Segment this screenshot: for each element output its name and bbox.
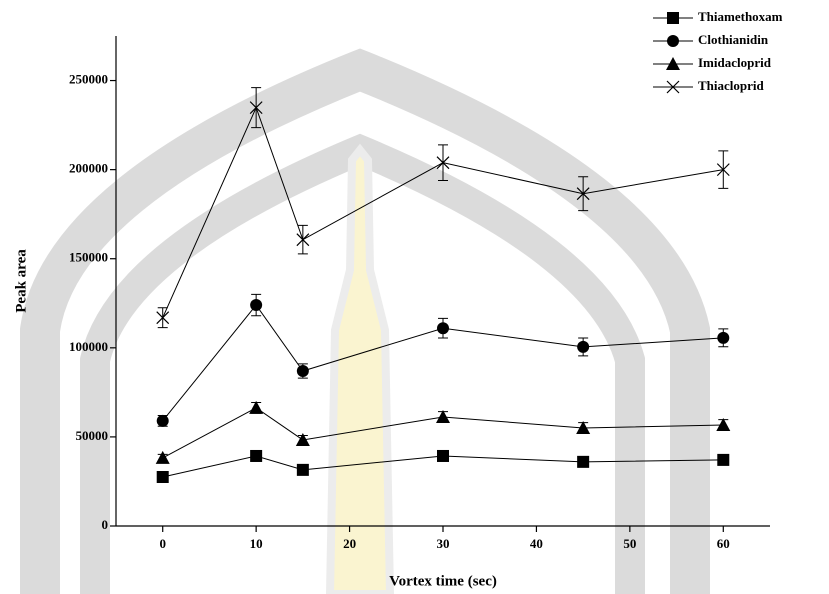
marker: [155, 450, 170, 464]
marker: [250, 449, 263, 462]
y-tick-label: 200000: [69, 161, 108, 176]
marker: [250, 299, 263, 312]
marker: [667, 12, 679, 24]
marker: [156, 471, 169, 483]
marker: [717, 331, 730, 344]
marker: [156, 311, 170, 325]
legend-label: Imidacloprid: [698, 55, 772, 70]
marker: [436, 156, 450, 170]
y-axis-label: Peak area: [13, 249, 29, 313]
marker: [576, 421, 591, 434]
x-tick-label: 20: [343, 536, 356, 551]
marker: [577, 455, 590, 468]
marker: [437, 322, 449, 335]
y-tick-label: 50000: [76, 428, 109, 443]
series-line: [162, 304, 724, 422]
marker: [295, 432, 310, 446]
y-tick-label: 0: [102, 517, 109, 532]
marker: [249, 400, 264, 414]
marker: [716, 163, 730, 177]
series-line: [162, 106, 724, 318]
x-tick-label: 60: [717, 536, 730, 551]
marker: [249, 101, 263, 115]
series-line: [162, 407, 724, 459]
x-tick-label: 0: [159, 536, 166, 551]
marker: [296, 463, 309, 476]
x-tick-label: 50: [623, 536, 636, 551]
watermark: [20, 48, 710, 594]
marker: [666, 80, 680, 94]
marker: [296, 364, 309, 377]
legend-label: Thiamethoxam: [698, 9, 783, 24]
marker: [577, 340, 590, 353]
y-tick-label: 150000: [69, 250, 108, 265]
marker: [666, 57, 680, 70]
marker: [437, 449, 449, 462]
legend-label: Clothianidin: [698, 32, 769, 47]
marker: [296, 233, 310, 247]
y-tick-label: 100000: [69, 339, 108, 354]
legend-label: Thiacloprid: [698, 78, 765, 93]
x-tick-label: 30: [437, 536, 450, 551]
marker: [717, 453, 730, 466]
x-tick-label: 40: [530, 536, 543, 551]
x-axis-label: Vortex time (sec): [389, 573, 497, 589]
marker: [667, 35, 679, 47]
y-tick-label: 250000: [69, 72, 108, 87]
series-line: [162, 455, 724, 478]
marker: [156, 414, 169, 427]
marker: [716, 417, 731, 431]
marker: [436, 409, 450, 423]
x-tick-label: 10: [250, 536, 263, 551]
marker: [576, 187, 590, 201]
